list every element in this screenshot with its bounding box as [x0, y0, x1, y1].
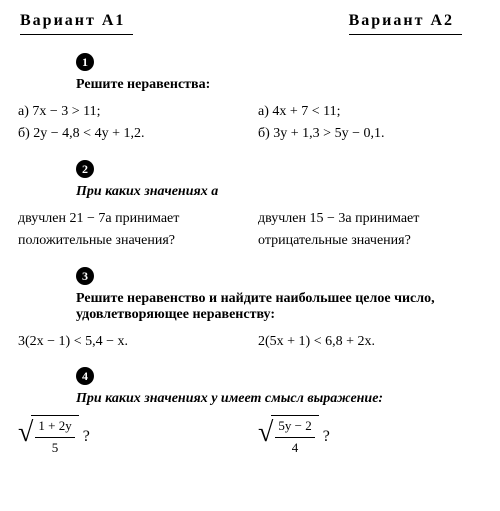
- task3-content: 3(2x − 1) < 5,4 − x. 2(5x + 1) < 6,8 + 2…: [18, 331, 482, 353]
- task4-left: √ 1 + 2y 5 ?: [18, 415, 250, 459]
- task4-title: При каких значениях y имеет смысл выраже…: [76, 391, 482, 407]
- task2-content: двучлен 21 − 7a принимает положительные …: [18, 208, 482, 253]
- frac-right: 5y − 2 4: [275, 416, 314, 459]
- sqrt-right-body: 5y − 2 4: [271, 415, 318, 459]
- task1-left: а) 7x − 3 > 11; б) 2y − 4,8 < 4y + 1,2.: [18, 101, 250, 146]
- variant-a2-title: Вариант А2: [349, 12, 462, 35]
- frac-left-den: 5: [35, 438, 74, 459]
- variants-header: Вариант А1 Вариант А2: [18, 12, 482, 35]
- task1-number: 1: [76, 53, 94, 71]
- task1-left-b: б) 2y − 4,8 < 4y + 1,2.: [18, 123, 250, 145]
- task2-left: двучлен 21 − 7a принимает положительные …: [18, 208, 250, 253]
- q-right: ?: [323, 424, 330, 450]
- radical-icon: √: [18, 417, 33, 461]
- frac-left-num: 1 + 2y: [35, 416, 74, 438]
- sqrt-right: √ 5y − 2 4: [258, 415, 319, 459]
- task4-content: √ 1 + 2y 5 ? √ 5y − 2 4 ?: [18, 415, 482, 459]
- task1-left-a: а) 7x − 3 > 11;: [18, 101, 250, 123]
- sqrt-left-body: 1 + 2y 5: [31, 415, 78, 459]
- frac-right-den: 4: [275, 438, 314, 459]
- task1-title: Решите неравенства:: [76, 77, 482, 93]
- frac-left: 1 + 2y 5: [35, 416, 74, 459]
- task3-title: Решите неравенство и найдите наибольшее …: [76, 291, 482, 323]
- task1-right-b: б) 3y + 1,3 > 5y − 0,1.: [258, 123, 482, 145]
- task4-number: 4: [76, 367, 94, 385]
- variant-a1-title: Вариант А1: [20, 12, 133, 35]
- task3-number: 3: [76, 267, 94, 285]
- task3-left: 3(2x − 1) < 5,4 − x.: [18, 331, 250, 353]
- frac-right-num: 5y − 2: [275, 416, 314, 438]
- sqrt-left: √ 1 + 2y 5: [18, 415, 79, 459]
- task2-number: 2: [76, 160, 94, 178]
- task4-right: √ 5y − 2 4 ?: [250, 415, 482, 459]
- task2-title: При каких значениях a: [76, 184, 482, 200]
- radical-icon: √: [258, 417, 273, 461]
- task3-right: 2(5x + 1) < 6,8 + 2x.: [250, 331, 482, 353]
- task1-right-a: а) 4x + 7 < 11;: [258, 101, 482, 123]
- task2-right: двучлен 15 − 3a принимает отрицательные …: [250, 208, 482, 253]
- task1-right: а) 4x + 7 < 11; б) 3y + 1,3 > 5y − 0,1.: [250, 101, 482, 146]
- q-left: ?: [83, 424, 90, 450]
- task1-content: а) 7x − 3 > 11; б) 2y − 4,8 < 4y + 1,2. …: [18, 101, 482, 146]
